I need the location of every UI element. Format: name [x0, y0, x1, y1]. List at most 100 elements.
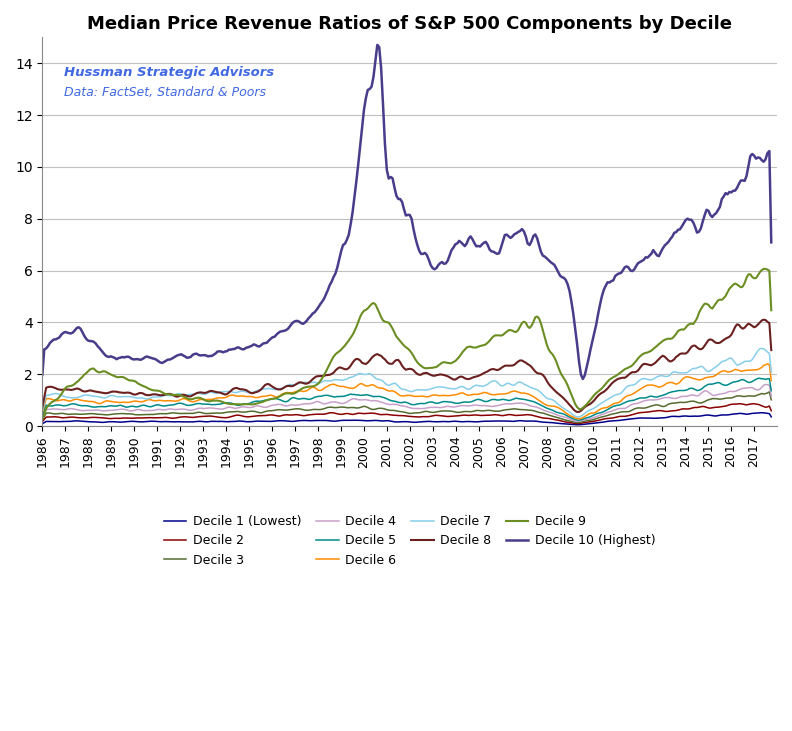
Decile 2	[413, 412, 422, 421]
Decile 9	[86, 366, 95, 374]
Decile 4	[668, 394, 677, 403]
Decile 9	[759, 265, 768, 273]
Decile 10 (Highest)	[669, 228, 679, 237]
Decile 10 (Highest)	[414, 246, 424, 255]
Decile 4	[764, 381, 774, 390]
Decile 5	[668, 387, 677, 396]
Decile 10 (Highest)	[63, 328, 72, 337]
Decile 7	[557, 403, 566, 412]
Decile 4	[761, 380, 771, 389]
Decile 3	[37, 416, 47, 425]
Decile 10 (Highest)	[764, 147, 774, 156]
Decile 3	[764, 387, 774, 396]
Decile 10 (Highest)	[767, 238, 776, 247]
Decile 8	[37, 403, 47, 412]
Decile 7	[86, 391, 95, 400]
Decile 1 (Lowest)	[767, 412, 776, 421]
Decile 7	[63, 393, 72, 402]
Decile 3	[763, 389, 772, 398]
Decile 6	[413, 392, 422, 401]
Decile 6	[37, 408, 47, 417]
Decile 9	[763, 265, 772, 274]
Decile 1 (Lowest)	[63, 417, 72, 426]
Line: Decile 8: Decile 8	[42, 319, 771, 412]
Decile 4	[767, 392, 776, 401]
Decile 8	[668, 357, 677, 366]
Decile 3	[63, 410, 72, 419]
Decile 10 (Highest)	[86, 337, 95, 346]
Decile 5	[63, 401, 72, 410]
Decile 3	[668, 399, 677, 408]
Decile 7	[413, 385, 422, 394]
Decile 9	[557, 371, 566, 379]
Decile 3	[86, 409, 95, 418]
Decile 2	[63, 413, 72, 422]
Decile 4	[86, 406, 95, 414]
Decile 2	[573, 419, 582, 428]
Decile 9	[37, 414, 47, 423]
Line: Decile 1 (Lowest): Decile 1 (Lowest)	[42, 413, 771, 425]
Decile 5	[764, 374, 774, 383]
Decile 5	[767, 386, 776, 395]
Line: Decile 9: Decile 9	[42, 269, 771, 419]
Decile 6	[767, 376, 776, 385]
Decile 7	[757, 344, 767, 353]
Decile 7	[573, 412, 582, 421]
Decile 1 (Lowest)	[757, 409, 767, 417]
Decile 8	[764, 319, 774, 327]
Decile 8	[63, 385, 72, 394]
Decile 10 (Highest)	[372, 40, 382, 49]
Decile 5	[574, 416, 584, 425]
Decile 10 (Highest)	[559, 273, 569, 282]
Decile 3	[413, 409, 422, 417]
Decile 4	[413, 404, 422, 413]
Decile 6	[574, 414, 584, 423]
Line: Decile 10 (Highest): Decile 10 (Highest)	[42, 45, 771, 379]
Text: Hussman Strategic Advisors: Hussman Strategic Advisors	[64, 67, 275, 79]
Decile 7	[37, 406, 47, 415]
Decile 2	[767, 406, 776, 415]
Decile 9	[767, 306, 776, 314]
Line: Decile 5: Decile 5	[42, 378, 771, 420]
Decile 1 (Lowest)	[86, 417, 95, 426]
Decile 8	[767, 346, 776, 355]
Decile 5	[86, 402, 95, 411]
Line: Decile 6: Decile 6	[42, 364, 771, 419]
Line: Decile 2: Decile 2	[42, 404, 771, 423]
Decile 4	[573, 417, 582, 425]
Decile 8	[759, 315, 768, 324]
Decile 6	[764, 360, 774, 369]
Decile 2	[557, 417, 566, 425]
Line: Decile 4: Decile 4	[42, 385, 771, 421]
Decile 3	[767, 395, 776, 404]
Decile 2	[86, 413, 95, 422]
Decile 7	[764, 349, 774, 357]
Decile 6	[668, 379, 677, 387]
Decile 2	[764, 401, 774, 410]
Decile 6	[557, 406, 566, 414]
Decile 8	[573, 408, 582, 417]
Decile 7	[767, 368, 776, 376]
Decile 9	[665, 335, 675, 344]
Decile 1 (Lowest)	[37, 420, 47, 428]
Decile 8	[413, 369, 422, 378]
Decile 6	[86, 397, 95, 406]
Decile 6	[63, 396, 72, 405]
Decile 9	[413, 358, 422, 367]
Decile 8	[557, 393, 566, 401]
Decile 1 (Lowest)	[573, 420, 582, 429]
Decile 5	[37, 411, 47, 420]
Decile 1 (Lowest)	[668, 412, 677, 421]
Decile 3	[557, 414, 566, 423]
Decile 3	[574, 418, 584, 427]
Decile 7	[668, 368, 677, 377]
Decile 5	[413, 400, 422, 409]
Decile 1 (Lowest)	[557, 420, 566, 428]
Line: Decile 3: Decile 3	[42, 392, 771, 423]
Title: Median Price Revenue Ratios of S&P 500 Components by Decile: Median Price Revenue Ratios of S&P 500 C…	[87, 15, 732, 33]
Decile 10 (Highest)	[578, 374, 588, 383]
Decile 2	[37, 417, 47, 426]
Legend: Decile 1 (Lowest), Decile 2, Decile 3, Decile 4, Decile 5, Decile 6, Decile 7, D: Decile 1 (Lowest), Decile 2, Decile 3, D…	[159, 510, 661, 572]
Decile 2	[749, 399, 759, 408]
Decile 10 (Highest)	[37, 371, 47, 379]
